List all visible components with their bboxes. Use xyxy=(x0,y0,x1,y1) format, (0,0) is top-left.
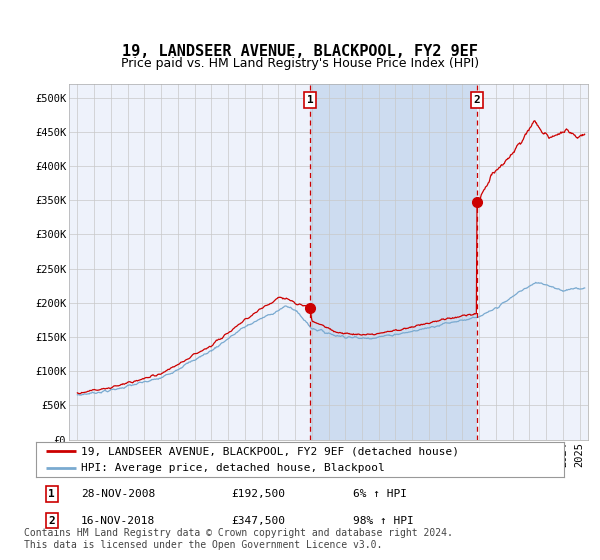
Text: 28-NOV-2008: 28-NOV-2008 xyxy=(81,489,155,499)
Text: HPI: Average price, detached house, Blackpool: HPI: Average price, detached house, Blac… xyxy=(81,463,385,473)
Text: £192,500: £192,500 xyxy=(232,489,286,499)
Text: 1: 1 xyxy=(307,95,314,105)
Text: Price paid vs. HM Land Registry's House Price Index (HPI): Price paid vs. HM Land Registry's House … xyxy=(121,57,479,71)
Text: 16-NOV-2018: 16-NOV-2018 xyxy=(81,516,155,525)
Text: 6% ↑ HPI: 6% ↑ HPI xyxy=(353,489,407,499)
Text: 98% ↑ HPI: 98% ↑ HPI xyxy=(353,516,413,525)
Text: Contains HM Land Registry data © Crown copyright and database right 2024.
This d: Contains HM Land Registry data © Crown c… xyxy=(24,528,453,550)
Text: 1: 1 xyxy=(49,489,55,499)
Text: £347,500: £347,500 xyxy=(232,516,286,525)
Bar xyxy=(310,84,477,440)
Text: 2: 2 xyxy=(474,95,481,105)
Text: 19, LANDSEER AVENUE, BLACKPOOL, FY2 9EF: 19, LANDSEER AVENUE, BLACKPOOL, FY2 9EF xyxy=(122,44,478,59)
Text: 19, LANDSEER AVENUE, BLACKPOOL, FY2 9EF (detached house): 19, LANDSEER AVENUE, BLACKPOOL, FY2 9EF … xyxy=(81,446,459,456)
Text: 2: 2 xyxy=(49,516,55,525)
